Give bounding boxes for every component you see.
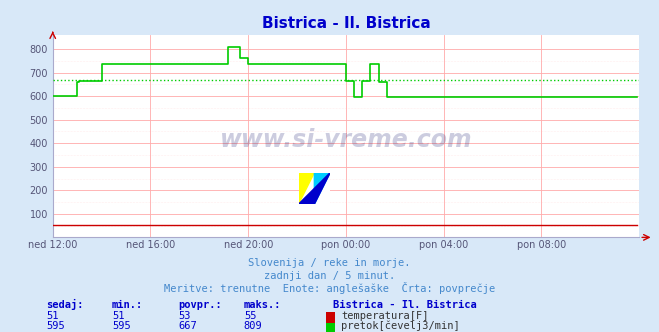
Text: 809: 809 <box>244 321 262 331</box>
Text: maks.:: maks.: <box>244 300 281 310</box>
Text: min.:: min.: <box>112 300 143 310</box>
Text: 53: 53 <box>178 311 190 321</box>
Text: 595: 595 <box>46 321 65 331</box>
Text: 51: 51 <box>112 311 125 321</box>
Text: Meritve: trenutne  Enote: anglešaške  Črta: povprečje: Meritve: trenutne Enote: anglešaške Črta… <box>164 282 495 294</box>
Text: sedaj:: sedaj: <box>46 299 84 310</box>
Text: www.si-vreme.com: www.si-vreme.com <box>219 128 473 152</box>
Text: Bistrica - Il. Bistrica: Bistrica - Il. Bistrica <box>333 300 476 310</box>
Text: zadnji dan / 5 minut.: zadnji dan / 5 minut. <box>264 271 395 281</box>
Title: Bistrica - Il. Bistrica: Bistrica - Il. Bistrica <box>262 16 430 31</box>
Polygon shape <box>299 173 314 204</box>
Polygon shape <box>314 173 330 204</box>
Text: 667: 667 <box>178 321 196 331</box>
Text: 51: 51 <box>46 311 59 321</box>
Polygon shape <box>299 173 330 204</box>
Text: Slovenija / reke in morje.: Slovenija / reke in morje. <box>248 258 411 268</box>
Text: 55: 55 <box>244 311 256 321</box>
Text: povpr.:: povpr.: <box>178 300 221 310</box>
Text: pretok[čevelj3/min]: pretok[čevelj3/min] <box>341 321 460 331</box>
Text: temperatura[F]: temperatura[F] <box>341 311 429 321</box>
Text: 595: 595 <box>112 321 130 331</box>
